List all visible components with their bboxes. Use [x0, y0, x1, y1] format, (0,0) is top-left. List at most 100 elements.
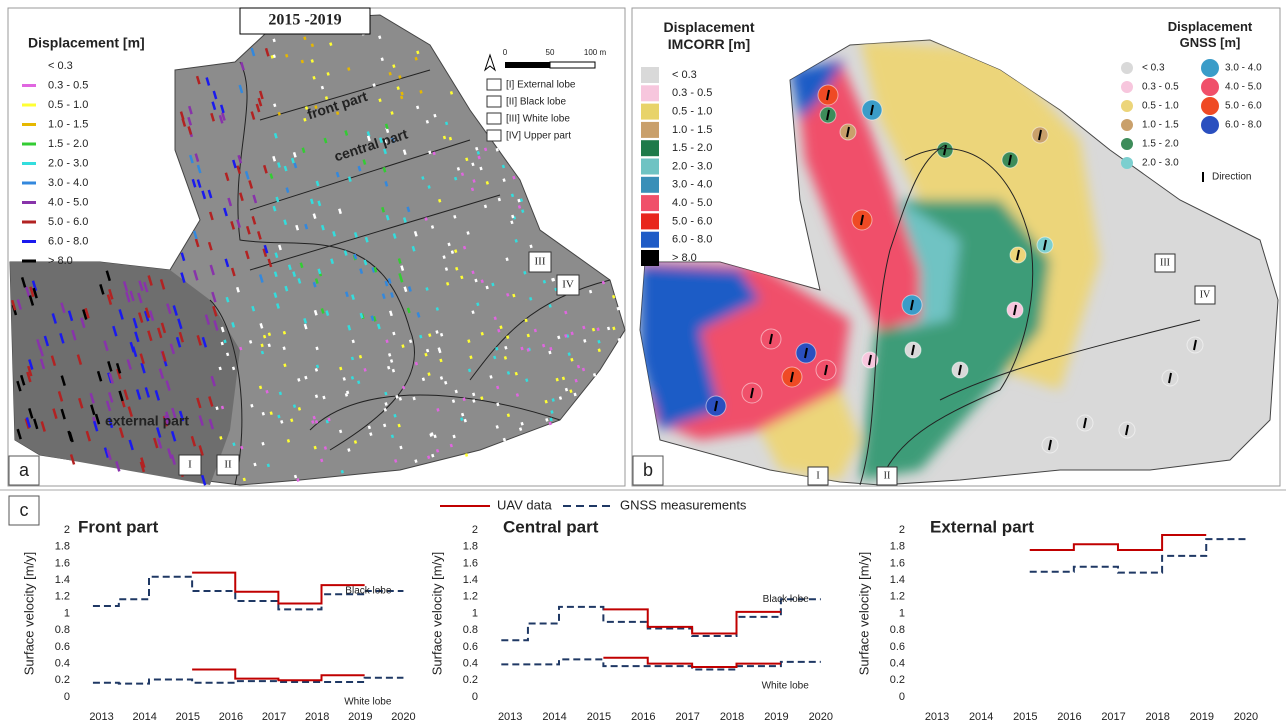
displacement-vector: [284, 364, 285, 367]
displacement-vector: [417, 51, 418, 54]
displacement-vector: [295, 163, 297, 168]
displacement-vector: [550, 304, 551, 307]
y-tick-label: 1.4: [55, 574, 70, 586]
displacement-vector: [408, 207, 410, 212]
y-tick-label: 1.4: [890, 574, 905, 586]
lobe-mark: III: [535, 256, 546, 268]
displacement-vector: [420, 335, 421, 338]
displacement-vector: [322, 225, 324, 230]
displacement-vector: [408, 308, 410, 313]
displacement-vector: [584, 339, 585, 342]
displacement-vector: [496, 347, 497, 350]
displacement-vector: [312, 59, 313, 62]
displacement-vector: [468, 231, 469, 234]
displacement-vector: [393, 65, 394, 68]
displacement-vector: [451, 444, 452, 447]
displacement-vector: [613, 295, 614, 298]
displacement-vector: [446, 268, 447, 271]
displacement-vector: [429, 151, 430, 154]
displacement-vector: [314, 282, 316, 287]
displacement-vector: [316, 368, 317, 371]
displacement-vector: [379, 36, 380, 39]
scale-label: 0: [503, 48, 508, 57]
series-annotation: White lobe: [762, 681, 810, 692]
displacement-vector: [516, 372, 517, 375]
displacement-vector: [314, 416, 315, 419]
displacement-vector: [497, 425, 498, 428]
lobe-mark: IV: [1200, 289, 1211, 300]
displacement-vector: [267, 390, 268, 393]
displacement-vector: [498, 329, 499, 332]
displacement-vector: [263, 442, 264, 445]
legend-label: 6.0 - 8.0: [1225, 120, 1262, 131]
legend-label: 2.0 - 3.0: [48, 157, 88, 169]
displacement-vector: [383, 294, 385, 299]
displacement-vector: [374, 84, 375, 87]
displacement-vector: [298, 479, 299, 482]
displacement-vector: [454, 215, 455, 218]
displacement-vector: [512, 194, 513, 197]
displacement-vector: [451, 91, 452, 94]
x-tick-label: 2020: [1234, 711, 1258, 723]
displacement-vector: [565, 311, 566, 314]
displacement-vector: [339, 209, 341, 214]
displacement-vector: [220, 436, 221, 439]
displacement-vector: [458, 167, 459, 170]
displacement-vector: [465, 419, 466, 422]
legend-swatch: [1121, 157, 1133, 169]
y-tick-label: 1: [899, 607, 905, 619]
x-tick-label: 2014: [542, 711, 566, 723]
lobe-mark: II: [884, 470, 891, 481]
displacement-vector: [481, 167, 482, 170]
displacement-vector: [295, 475, 296, 478]
legend-label: 1.0 - 1.5: [672, 124, 712, 136]
displacement-vector: [439, 199, 440, 202]
legend-label: 2.0 - 3.0: [1142, 158, 1179, 169]
displacement-vector: [269, 333, 270, 336]
legend-label: 1.0 - 1.5: [48, 118, 88, 130]
displacement-vector: [546, 418, 547, 421]
displacement-vector: [264, 335, 265, 338]
displacement-vector: [355, 232, 357, 237]
displacement-vector: [427, 349, 428, 352]
displacement-vector: [526, 379, 527, 382]
lobe-mark: IV: [562, 279, 574, 291]
legend-label: Direction: [1212, 172, 1251, 183]
displacement-vector: [384, 149, 386, 154]
displacement-vector: [429, 186, 430, 189]
displacement-vector: [469, 369, 470, 372]
displacement-vector: [432, 226, 433, 229]
legend-label: 0.5 - 1.0: [1142, 101, 1179, 112]
displacement-vector: [487, 181, 488, 184]
displacement-vector: [522, 210, 523, 213]
displacement-vector: [485, 148, 486, 151]
legend-label: 3.0 - 4.0: [48, 177, 88, 189]
displacement-vector: [558, 336, 559, 339]
displacement-vector: [578, 365, 579, 368]
displacement-vector: [455, 177, 456, 180]
panel-label: b: [643, 460, 653, 480]
legend-label: 4.0 - 5.0: [1225, 82, 1262, 93]
legend-swatch: [641, 85, 659, 101]
displacement-vector: [386, 124, 388, 129]
displacement-vector: [416, 460, 417, 463]
displacement-vector: [299, 278, 301, 283]
displacement-vector: [416, 57, 417, 60]
displacement-vector: [364, 160, 366, 165]
legend-title: DisplacementIMCORR [m]: [663, 19, 754, 52]
displacement-vector: [344, 377, 345, 380]
displacement-vector: [466, 158, 467, 161]
chart-title: Front part: [78, 517, 159, 536]
displacement-vector: [583, 326, 584, 329]
displacement-vector: [255, 463, 256, 466]
legend-label: 4.0 - 5.0: [48, 196, 88, 208]
displacement-vector: [291, 419, 292, 422]
y-tick-label: 0.4: [890, 658, 905, 670]
x-tick-label: 2018: [720, 711, 744, 723]
legend-swatch: [641, 159, 659, 175]
displacement-vector: [399, 259, 401, 264]
displacement-vector: [567, 335, 568, 338]
lobe-swatch: [487, 96, 501, 107]
displacement-vector: [222, 406, 223, 409]
x-tick-label: 2018: [305, 711, 329, 723]
